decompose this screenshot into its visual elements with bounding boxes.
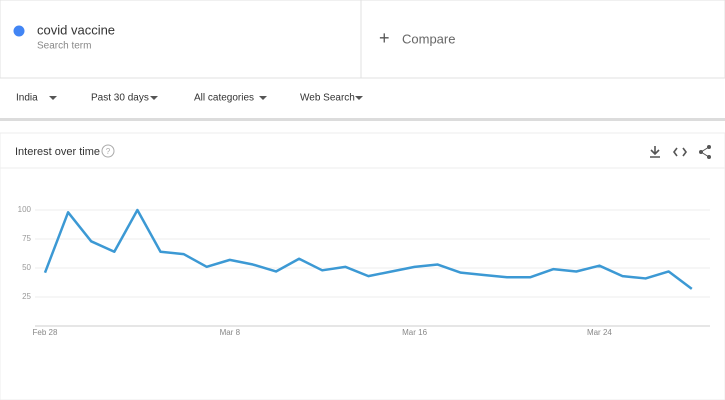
dropdown-arrow[interactable] [49, 96, 57, 100]
dropdown-arrow[interactable] [150, 96, 158, 100]
x-tick-label: Mar 8 [220, 328, 241, 337]
y-tick-label: 50 [22, 263, 31, 272]
search-term[interactable]: covid vaccine [37, 22, 115, 37]
search-card [0, 0, 725, 79]
x-tick-label: Mar 16 [402, 328, 427, 337]
y-tick-label: 25 [22, 292, 31, 301]
dropdown-arrow[interactable] [259, 96, 267, 100]
download-icon[interactable] [650, 146, 660, 158]
dropdown-arrow[interactable] [355, 96, 363, 100]
filter[interactable]: India [16, 93, 38, 104]
plot: 25 50 75 100 Feb 28 Mar 8 Mar 16 Mar 24 [18, 205, 710, 337]
x-tick-label: Mar 24 [587, 328, 612, 337]
x-tick-label: Feb 28 [33, 328, 58, 337]
chart-card [0, 132, 725, 400]
share-icon[interactable] [699, 145, 711, 159]
filter[interactable]: Past 30 days [91, 93, 149, 104]
search-subtitle: Search term [37, 41, 91, 52]
help-icon[interactable] [101, 144, 115, 158]
chart-title: Interest over time [15, 146, 100, 158]
embed-icon[interactable] [673, 147, 687, 157]
compare-button[interactable]: Compare [402, 31, 455, 46]
separator [0, 118, 725, 121]
plus-icon[interactable]: + [379, 28, 390, 48]
help-icon-glyph: ? [106, 147, 111, 156]
filter[interactable]: All categories [194, 93, 254, 104]
trend-line [43, 208, 693, 290]
y-tick-label: 100 [18, 205, 32, 214]
series-dot [13, 25, 25, 37]
y-tick-label: 75 [22, 234, 31, 243]
filter[interactable]: Web Search [300, 93, 355, 104]
